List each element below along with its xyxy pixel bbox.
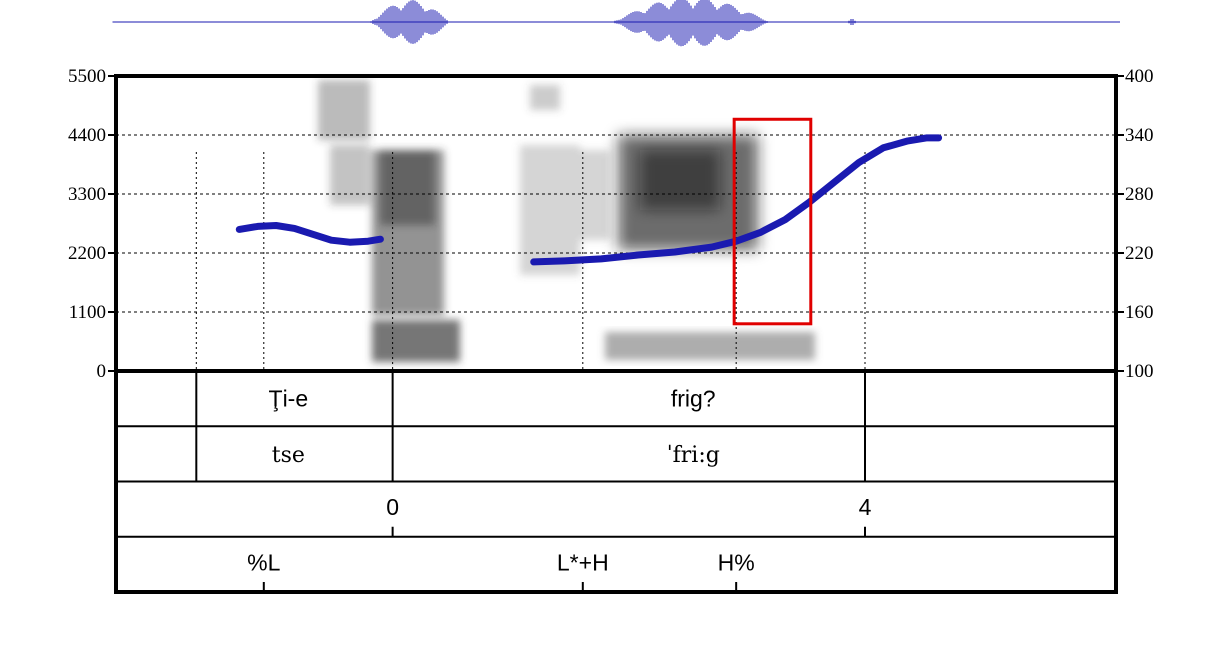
- y-left-tick-label: 2200: [68, 243, 106, 264]
- y-axis-left: 0 1100 2200 3300 4400 5500: [68, 66, 116, 382]
- y-left-tick-label: 1100: [69, 302, 106, 323]
- pitch-segment: [530, 134, 943, 266]
- tier-point-label: L*+H: [557, 549, 609, 575]
- boundary-lines: [195, 152, 866, 371]
- gridlines: [116, 134, 1116, 313]
- tier-interval-label: Ţi-e: [269, 386, 309, 412]
- y-right-tick-label: 220: [1125, 243, 1154, 264]
- tier-interval-label: tse: [272, 443, 305, 468]
- tier-point-label: H%: [718, 549, 755, 575]
- annotation-tiers: Ţi-e frig? tse ˈfri:g 0 4 %L L*+H H%: [114, 369, 1118, 594]
- tier-point-label: 0: [386, 494, 399, 520]
- pitch-contour: [235, 134, 943, 266]
- y-right-tick-label: 400: [1125, 66, 1154, 87]
- highlight-box: [732, 117, 813, 326]
- y-right-tick-label: 280: [1125, 184, 1154, 205]
- tier-point-label: 4: [859, 494, 872, 520]
- waveform: [112, 0, 1120, 47]
- y-right-tick-label: 340: [1125, 125, 1154, 146]
- tier-interval-label: frig?: [671, 386, 716, 412]
- pitch-segment: [235, 222, 384, 246]
- tier-point-label: %L: [247, 549, 280, 575]
- y-right-tick-label: 100: [1125, 361, 1154, 382]
- y-left-tick-label: 5500: [68, 66, 106, 87]
- y-right-tick-label: 160: [1125, 302, 1154, 323]
- y-axis-right: 100 160 220 280 340 400: [1116, 66, 1154, 382]
- y-left-tick-label: 4400: [68, 125, 106, 146]
- spectrogram-area: [318, 80, 815, 362]
- y-left-tick-label: 0: [97, 361, 107, 382]
- y-left-tick-label: 3300: [68, 184, 106, 205]
- tier-interval-label: ˈfri:g: [667, 443, 720, 468]
